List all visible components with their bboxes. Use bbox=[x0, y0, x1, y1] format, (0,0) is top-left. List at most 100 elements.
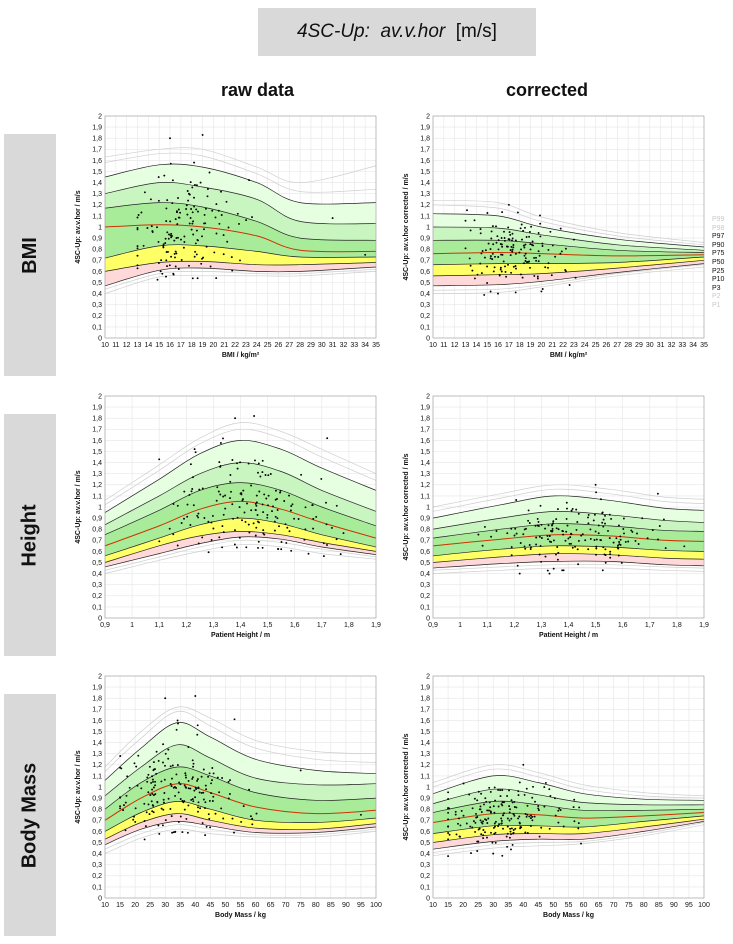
data-point bbox=[531, 819, 534, 822]
data-point bbox=[552, 522, 555, 525]
data-point bbox=[208, 799, 211, 802]
data-point bbox=[510, 527, 513, 530]
x-tick-label: 65 bbox=[267, 902, 275, 909]
data-point bbox=[169, 808, 172, 810]
data-point bbox=[172, 533, 175, 536]
data-point bbox=[547, 248, 550, 251]
data-point bbox=[572, 806, 575, 809]
data-point bbox=[267, 494, 270, 497]
data-point bbox=[217, 209, 220, 212]
y-tick-label: 1 bbox=[426, 224, 430, 231]
y-tick-label: 0,8 bbox=[420, 247, 430, 254]
legend-p1: P1 bbox=[712, 301, 721, 309]
percentile-line-p50 bbox=[432, 251, 705, 257]
percentile-line-p1 bbox=[104, 271, 377, 294]
data-point bbox=[288, 530, 291, 533]
data-point bbox=[262, 529, 265, 532]
data-point bbox=[179, 211, 182, 214]
data-point bbox=[171, 764, 174, 767]
percentile-line-p98 bbox=[104, 428, 377, 506]
y-tick-label: 1,3 bbox=[92, 471, 102, 478]
data-point bbox=[221, 525, 224, 528]
y-tick-label: 0,9 bbox=[420, 236, 430, 243]
data-point bbox=[192, 220, 195, 223]
data-point bbox=[311, 504, 314, 507]
x-tick-label: 32 bbox=[668, 342, 676, 349]
data-point bbox=[255, 812, 258, 815]
data-point bbox=[537, 809, 540, 812]
data-point bbox=[183, 808, 186, 811]
data-point bbox=[210, 521, 213, 524]
data-point bbox=[620, 561, 623, 564]
data-point bbox=[523, 528, 526, 531]
y-tick-label: 2 bbox=[98, 113, 102, 120]
data-point bbox=[447, 791, 450, 794]
data-point bbox=[151, 804, 154, 807]
data-point bbox=[475, 812, 477, 815]
data-point bbox=[164, 237, 167, 240]
data-point bbox=[500, 270, 503, 273]
data-point bbox=[484, 797, 487, 800]
data-point bbox=[257, 471, 259, 474]
data-point bbox=[238, 506, 241, 509]
data-point bbox=[227, 226, 230, 229]
data-point bbox=[195, 208, 198, 211]
data-point bbox=[221, 546, 224, 549]
data-point bbox=[651, 529, 654, 532]
data-point bbox=[175, 728, 178, 731]
x-tick-label: 34 bbox=[689, 342, 697, 349]
data-point bbox=[486, 265, 489, 268]
data-point bbox=[484, 249, 487, 252]
data-point bbox=[574, 545, 577, 548]
y-tick-label: 1,6 bbox=[92, 158, 102, 165]
data-point bbox=[566, 507, 568, 510]
data-point bbox=[177, 791, 180, 794]
data-point bbox=[247, 462, 250, 465]
data-point bbox=[136, 216, 139, 219]
y-tick-label: 1,9 bbox=[92, 125, 102, 132]
x-tick-label: 1,1 bbox=[154, 622, 164, 629]
data-point bbox=[128, 786, 131, 789]
x-tick-label: 35 bbox=[700, 342, 708, 349]
data-point bbox=[222, 817, 225, 820]
data-point bbox=[164, 764, 166, 767]
legend-p2: P2 bbox=[712, 293, 721, 301]
data-point bbox=[156, 278, 159, 281]
data-point bbox=[558, 807, 561, 810]
data-point bbox=[169, 162, 172, 165]
percentile-legend: P99 P98 P97 P90 P75 P50 P25 P10 P3 P2 P1 bbox=[712, 216, 724, 311]
data-point bbox=[501, 814, 504, 817]
data-point bbox=[157, 824, 160, 827]
data-point bbox=[197, 516, 200, 519]
x-tick-label: 1,5 bbox=[263, 622, 273, 629]
data-point bbox=[177, 197, 179, 199]
data-point bbox=[489, 790, 492, 793]
data-point bbox=[454, 813, 457, 816]
percentile-line-p90 bbox=[432, 788, 705, 806]
data-point bbox=[278, 525, 280, 528]
data-point bbox=[279, 489, 282, 492]
data-point bbox=[243, 511, 246, 514]
data-point bbox=[164, 819, 167, 822]
data-point bbox=[492, 805, 495, 808]
x-tick-label: 33 bbox=[678, 342, 686, 349]
data-point bbox=[146, 776, 149, 779]
data-point bbox=[577, 827, 580, 830]
data-point bbox=[595, 553, 597, 556]
data-point bbox=[160, 259, 163, 262]
x-tick-label: 80 bbox=[312, 902, 320, 909]
band-p25-p75 bbox=[105, 482, 376, 556]
y-tick-label: 1,9 bbox=[92, 685, 102, 692]
data-point bbox=[517, 794, 520, 797]
y-tick-label: 0,1 bbox=[420, 604, 430, 611]
percentile-line-p2 bbox=[432, 822, 705, 853]
percentile-line-p25 bbox=[104, 244, 377, 259]
data-point bbox=[196, 779, 199, 782]
data-point bbox=[548, 788, 551, 791]
data-point bbox=[527, 519, 530, 522]
data-point bbox=[617, 544, 619, 547]
data-point bbox=[269, 473, 272, 475]
data-point bbox=[514, 239, 517, 242]
y-tick-label: 1,6 bbox=[420, 438, 430, 445]
percentile-line-p3 bbox=[104, 266, 377, 287]
